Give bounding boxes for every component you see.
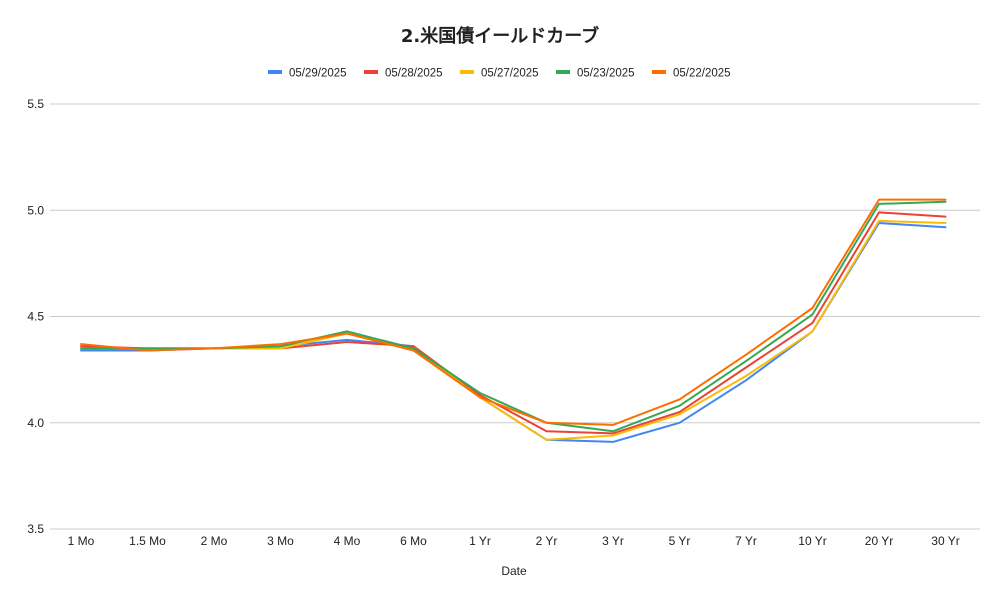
x-tick-label: 30 Yr xyxy=(931,534,959,548)
x-tick-label: 1 Mo xyxy=(68,534,95,548)
x-tick-label: 4 Mo xyxy=(334,534,361,548)
legend-item: 05/27/2025 xyxy=(460,68,539,80)
x-tick-label: 7 Yr xyxy=(735,534,757,548)
x-axis: 1 Mo 1.5 Mo 2 Mo 3 Mo 4 Mo 6 Mo 1 Yr 2 Yr 3 Yr 5 … xyxy=(68,534,960,548)
x-tick-label: 3 Yr xyxy=(602,534,624,548)
y-tick-label: 4.0 xyxy=(27,416,44,430)
y-axis: 3.5 4.0 4.5 5.0 5.5 xyxy=(27,97,44,536)
series-line xyxy=(80,198,947,426)
legend-label: 05/29/2025 xyxy=(289,68,347,80)
x-tick-label: 3 Mo xyxy=(267,534,294,548)
y-tick-label: 5.0 xyxy=(27,203,44,217)
legend-item: 05/22/2025 xyxy=(652,68,731,80)
x-tick-label: 2 Yr xyxy=(536,534,558,548)
legend-swatch xyxy=(268,70,282,74)
legend-swatch xyxy=(460,70,474,74)
y-tick-label: 3.5 xyxy=(27,522,44,536)
x-tick-label: 20 Yr xyxy=(865,534,893,548)
legend-swatch xyxy=(556,70,570,74)
plot-area xyxy=(80,198,947,443)
x-tick-label: 6 Mo xyxy=(400,534,427,548)
legend: 05/29/2025 05/28/2025 05/27/2025 05/23/2025… xyxy=(268,68,731,80)
x-axis-title: Date xyxy=(501,564,527,578)
legend-item: 05/23/2025 xyxy=(556,68,635,80)
legend-label: 05/28/2025 xyxy=(385,68,443,80)
x-tick-label: 1 Yr xyxy=(469,534,491,548)
gridlines xyxy=(50,103,980,530)
x-tick-label: 1.5 Mo xyxy=(129,534,166,548)
legend-label: 05/23/2025 xyxy=(577,68,635,80)
x-tick-label: 5 Yr xyxy=(669,534,691,548)
x-tick-label: 10 Yr xyxy=(798,534,826,548)
legend-swatch xyxy=(652,70,666,74)
legend-label: 05/22/2025 xyxy=(673,68,731,80)
legend-item: 05/28/2025 xyxy=(364,68,443,80)
y-tick-label: 5.5 xyxy=(27,97,44,111)
legend-item: 05/29/2025 xyxy=(268,68,347,80)
y-tick-label: 4.5 xyxy=(27,310,44,324)
legend-swatch xyxy=(364,70,378,74)
chart-title: 2.米国債イールドカーブ xyxy=(401,25,599,47)
x-tick-label: 2 Mo xyxy=(201,534,228,548)
legend-label: 05/27/2025 xyxy=(481,68,539,80)
